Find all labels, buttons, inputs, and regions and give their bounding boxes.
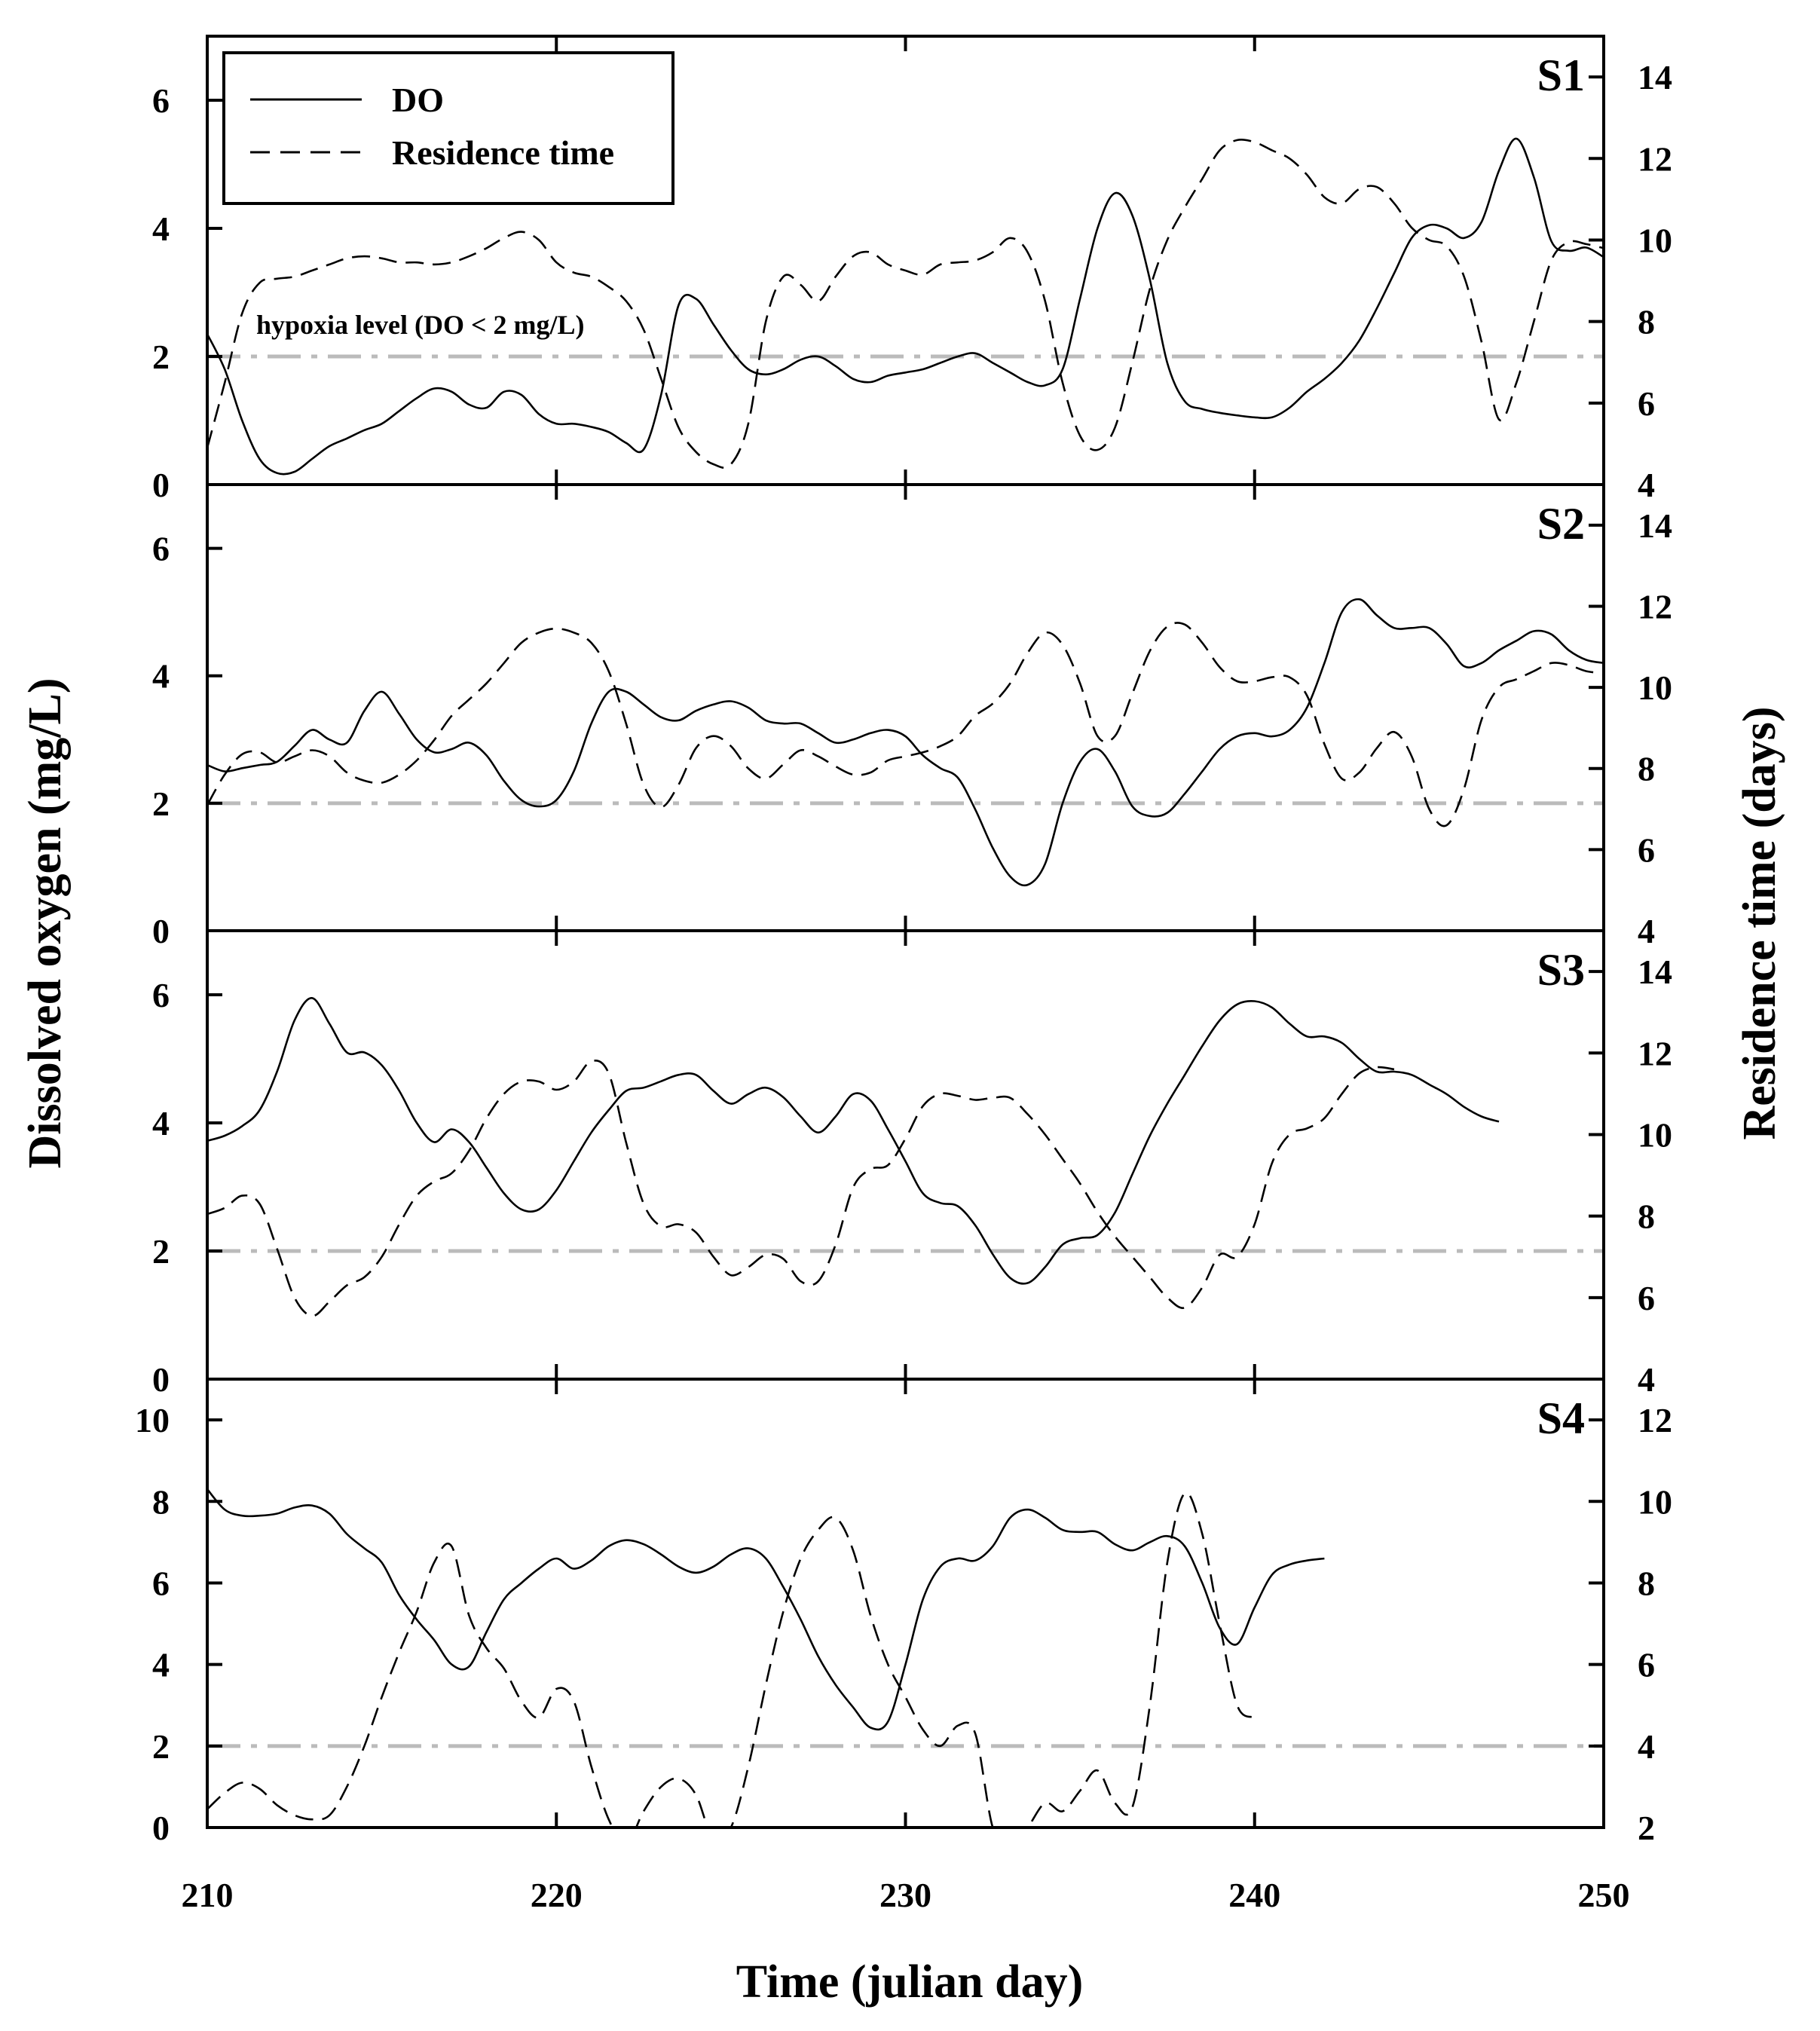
left-tick-label: 2	[152, 1232, 170, 1271]
do-line	[207, 997, 1500, 1285]
do-line	[207, 598, 1604, 887]
do-line	[207, 137, 1604, 476]
right-tick-label: 10	[1638, 668, 1672, 707]
panel-s2: 0 2 4 6 4 6 8 10 12 14 S2	[152, 483, 1672, 950]
right-y-axis-title: Residence time (days)	[1734, 706, 1785, 1139]
left-tick-label: 0	[152, 466, 170, 504]
right-tick-label: 10	[1638, 1482, 1672, 1521]
right-tick-label: 12	[1638, 587, 1672, 626]
panel-s1: 0 2 4 6 4 6 8 10 12 14 S1	[152, 35, 1672, 504]
panel-label: S2	[1537, 499, 1585, 549]
right-tick-label: 8	[1638, 1564, 1655, 1602]
right-tick-label: 4	[1638, 912, 1655, 950]
residence-time-line	[207, 1060, 1395, 1317]
x-tick-label: 240	[1228, 1876, 1280, 1914]
left-tick-label: 6	[152, 81, 170, 120]
right-tick-label: 12	[1638, 1034, 1672, 1072]
series-group	[207, 997, 1500, 1317]
right-tick-label: 8	[1638, 1197, 1655, 1236]
x-tick-label: 220	[531, 1876, 583, 1914]
right-tick-label: 2	[1638, 1809, 1655, 1847]
panels-group: 0 2 4 6 4 6 8 10 12 14 S1 0 2 4 6 4 6 8 10 12 14 S2 0 2 4 6 4 6 8 10 1…	[135, 35, 1672, 1847]
left-tick-label: 4	[152, 1646, 170, 1684]
panel-frame	[206, 929, 1605, 1381]
x-tick-label: 250	[1578, 1876, 1630, 1914]
right-tick-label: 8	[1638, 303, 1655, 341]
panel-s4: 0 2 4 6 8 10 2 4 6 8 10 12 S4	[135, 1378, 1672, 1847]
right-tick-label: 14	[1638, 506, 1672, 545]
left-tick-label: 6	[152, 530, 170, 568]
right-tick-label: 8	[1638, 750, 1655, 788]
left-tick-label: 2	[152, 338, 170, 376]
right-tick-label: 4	[1638, 466, 1655, 504]
right-tick-label: 10	[1638, 221, 1672, 259]
x-tick-label: 210	[182, 1876, 234, 1914]
hypoxia-annotation: hypoxia level (DO < 2 mg/L)	[256, 310, 585, 340]
series-group	[207, 598, 1604, 887]
series-group	[207, 1488, 1325, 1828]
panel-frame	[206, 1378, 1605, 1829]
right-tick-label: 14	[1638, 953, 1672, 991]
left-tick-label: 6	[152, 976, 170, 1014]
left-tick-label: 10	[135, 1401, 170, 1439]
legend: DO Residence time	[222, 51, 674, 205]
legend-label-residence-time: Residence time	[392, 133, 614, 172]
x-tick-labels: 210 220 230 240 250	[182, 1876, 1630, 1914]
residence-time-line	[207, 622, 1604, 827]
right-tick-label: 12	[1638, 1401, 1672, 1439]
right-tick-label: 10	[1638, 1115, 1672, 1154]
panel-s3: 0 2 4 6 4 6 8 10 12 14 S3	[152, 929, 1672, 1399]
panel-frame	[206, 483, 1605, 932]
left-tick-label: 8	[152, 1482, 170, 1521]
left-tick-label: 0	[152, 1360, 170, 1399]
right-tick-label: 6	[1638, 384, 1655, 423]
right-tick-label: 6	[1638, 1646, 1655, 1684]
do-line	[207, 1488, 1325, 1731]
left-tick-label: 4	[152, 657, 170, 696]
left-tick-label: 6	[152, 1564, 170, 1602]
panel-label: S1	[1537, 50, 1585, 100]
series-group	[207, 137, 1604, 476]
x-axis-title: Time (julian day)	[736, 1956, 1083, 2008]
x-tick-label: 230	[879, 1876, 931, 1914]
right-tick-label: 14	[1638, 58, 1672, 96]
left-tick-label: 0	[152, 912, 170, 950]
right-tick-label: 6	[1638, 1279, 1655, 1317]
legend-box	[222, 51, 674, 205]
right-tick-label: 6	[1638, 830, 1655, 869]
left-tick-label: 4	[152, 210, 170, 248]
left-tick-label: 4	[152, 1104, 170, 1142]
left-y-axis-title: Dissolved oxygen (mg/L)	[20, 678, 71, 1169]
right-tick-label: 4	[1638, 1727, 1655, 1766]
right-tick-label: 4	[1638, 1360, 1655, 1399]
right-tick-label: 12	[1638, 139, 1672, 178]
residence-time-line	[207, 138, 1604, 469]
panel-label: S3	[1537, 945, 1585, 995]
left-tick-label: 2	[152, 785, 170, 823]
panel-label: S4	[1537, 1393, 1585, 1443]
left-tick-label: 0	[152, 1809, 170, 1847]
left-tick-label: 2	[152, 1727, 170, 1766]
legend-label-do: DO	[392, 81, 444, 119]
residence-time-line	[207, 1491, 1256, 1828]
